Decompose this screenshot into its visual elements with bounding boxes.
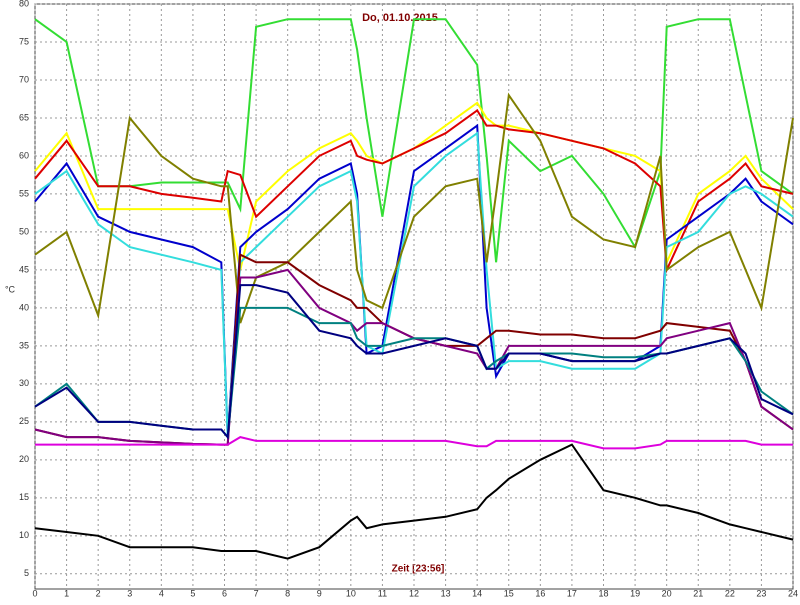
x-tick-label: 20 [662,588,672,598]
x-tick-label: 11 [378,588,387,598]
series-line [34,131,794,438]
y-tick-label: 55 [19,188,29,198]
chart-title: Do, 01.10.2015 [362,12,438,24]
y-tick-label: 30 [19,378,29,388]
x-tick-label: 14 [472,588,482,598]
x-tick-label: 17 [567,588,577,598]
y-axis-label: °C [5,284,16,294]
y-tick-label: 45 [19,264,29,274]
x-tick-label: 15 [504,588,514,598]
y-tick-label: 40 [19,302,29,312]
x-tick-label: 7 [254,588,259,598]
y-tick-label: 75 [19,36,29,46]
x-tick-label: 22 [725,588,735,598]
series-line [35,436,793,450]
y-tick-label: 60 [19,150,29,160]
x-tick-label: 23 [756,588,766,598]
x-tick-label: 8 [285,588,290,598]
x-tick-label: 18 [598,588,608,598]
y-tick-label: 5 [24,568,29,578]
x-tick-label: 9 [317,588,322,598]
x-tick-label: 21 [693,588,703,598]
y-tick-label: 35 [19,340,29,350]
series-line [34,284,794,440]
x-tick-label: 24 [788,588,798,598]
series-line [34,443,794,560]
x-tick-label: 2 [96,588,101,598]
x-tick-label: 6 [222,588,227,598]
y-tick-label: 50 [19,226,29,236]
y-tick-label: 15 [19,492,29,502]
x-tick-label: 16 [535,588,545,598]
x-tick-label: 3 [127,588,132,598]
x-tick-label: 13 [441,588,451,598]
y-tick-label: 70 [19,74,29,84]
y-tick-label: 65 [19,112,29,122]
y-tick-label: 80 [19,0,29,8]
y-tick-label: 10 [19,530,29,540]
series-line [34,92,794,324]
x-axis-label: Zeit [23:56] [392,564,445,575]
x-tick-label: 19 [630,588,640,598]
x-tick-label: 1 [64,588,69,598]
x-tick-label: 12 [409,588,419,598]
x-tick-label: 5 [190,588,195,598]
x-tick-label: 4 [159,588,164,598]
y-tick-label: 20 [19,454,29,464]
x-tick-label: 0 [32,588,37,598]
series-line [34,18,794,263]
y-tick-label: 25 [19,416,29,426]
x-tick-label: 10 [346,588,356,598]
